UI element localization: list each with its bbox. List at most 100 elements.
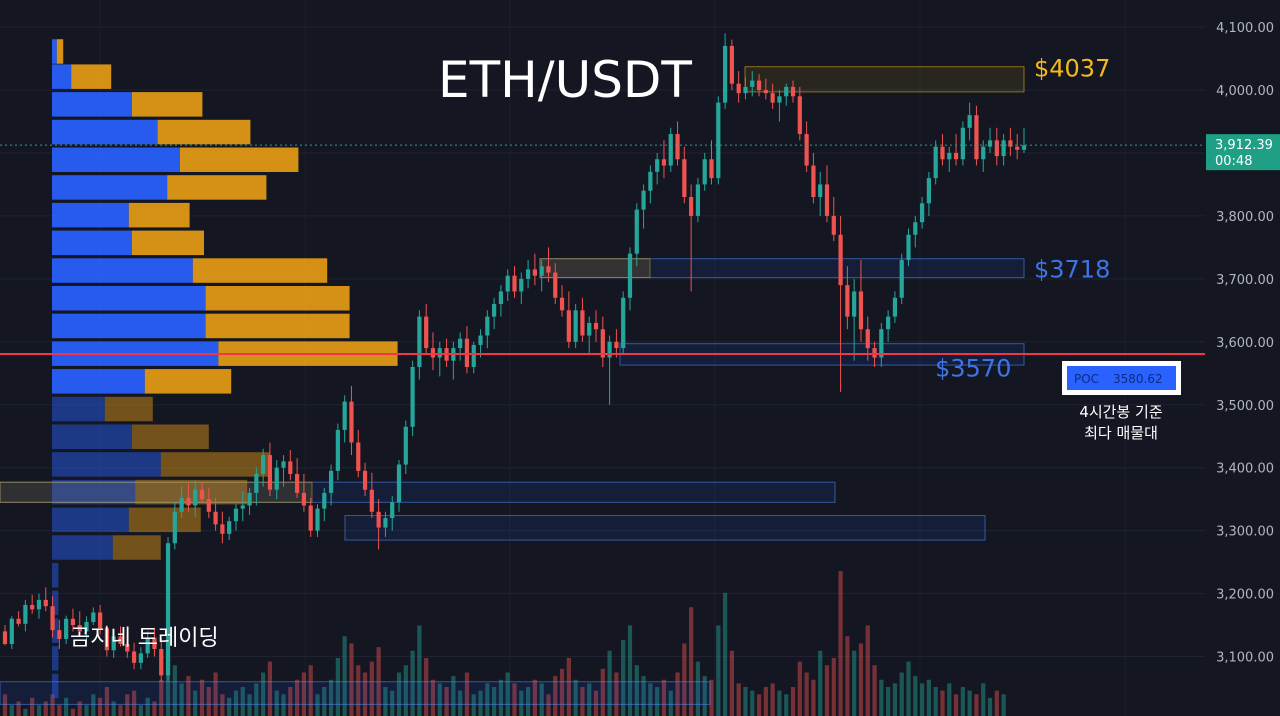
vp-sell-bar — [180, 147, 299, 173]
volume-bar — [220, 694, 225, 716]
candle-body — [947, 152, 952, 160]
vp-sell-bar — [112, 535, 161, 560]
volume-bar — [546, 694, 551, 716]
volume-bar — [743, 687, 748, 716]
volume-bar — [872, 665, 877, 716]
volume-bar — [947, 683, 952, 716]
candle-body — [593, 322, 599, 330]
candle-body — [967, 115, 972, 128]
vp-sell-bar — [71, 64, 112, 89]
vp-sell-bar — [157, 119, 251, 145]
volume-bar — [981, 683, 986, 716]
volume-bar — [410, 650, 415, 716]
volume-bar — [777, 690, 782, 716]
vp-buy-bar — [52, 147, 180, 173]
candle-body — [104, 628, 110, 651]
chart-title: ETH/USDT — [438, 51, 692, 109]
candle-body — [2, 631, 8, 644]
candle-body — [342, 401, 347, 430]
volume-bar — [50, 694, 55, 716]
volume-bar — [16, 701, 21, 716]
candle-body — [926, 178, 931, 204]
candle-body — [57, 630, 62, 639]
candle-body — [525, 269, 531, 279]
price-axis: 4,100.004,000.003,900.003,800.003,700.00… — [1206, 21, 1280, 666]
volume-bar — [98, 697, 103, 716]
candle-body — [220, 524, 225, 534]
candle-body — [865, 329, 870, 349]
volume-bar — [9, 705, 14, 716]
candle-body — [437, 348, 442, 358]
candle-body — [784, 86, 789, 97]
vp-sell-bar — [192, 258, 328, 283]
volume-bar — [729, 650, 734, 716]
vp-buy-bar — [52, 424, 132, 449]
volume-bar — [308, 665, 313, 716]
candle-body — [424, 316, 429, 349]
volume-bar — [879, 679, 884, 716]
vp-buy-bar — [52, 92, 132, 117]
candle-body — [131, 651, 137, 663]
y-tick-label: 3,100.00 — [1216, 651, 1274, 666]
candle-body — [906, 234, 911, 260]
volume-bar — [736, 683, 741, 716]
candle-body — [702, 159, 707, 185]
candle-body — [858, 291, 864, 330]
candle-body — [532, 269, 537, 276]
y-tick-label: 3,800.00 — [1216, 210, 1274, 225]
candle-body — [512, 275, 517, 292]
volume-bar — [831, 658, 836, 716]
candle-body — [981, 146, 986, 160]
volume-bar — [315, 694, 320, 716]
volume-bar — [498, 679, 504, 716]
volume-bar — [430, 679, 436, 716]
candle-body — [763, 90, 768, 94]
vp-buy-bar — [52, 646, 59, 671]
volume-bar — [804, 672, 809, 716]
candle-body — [396, 464, 402, 503]
candle-body — [383, 518, 388, 528]
candle-body — [335, 429, 340, 471]
volume-bar — [906, 661, 911, 716]
volume-bar — [57, 705, 62, 716]
volume-bar — [233, 690, 239, 716]
y-tick-label: 3,400.00 — [1216, 462, 1274, 477]
volume-bar — [607, 650, 612, 716]
candle-body — [328, 470, 334, 493]
volume-bar — [349, 643, 354, 716]
candle-body — [165, 543, 171, 676]
volume-bar — [886, 687, 891, 716]
volume-bar — [2, 694, 8, 716]
candle-body — [756, 80, 762, 90]
candle-body — [804, 134, 809, 166]
vp-buy-bar — [52, 673, 59, 699]
volume-bar — [301, 672, 307, 716]
candle-body — [254, 473, 259, 493]
volume-bar — [865, 625, 870, 716]
volume-bar — [240, 687, 245, 716]
vp-buy-bar — [52, 230, 132, 256]
candle-body — [281, 461, 286, 468]
candle-body — [960, 127, 965, 160]
volume-bar — [1001, 694, 1006, 716]
volume-bar — [722, 592, 728, 716]
volume-bar — [627, 625, 633, 716]
poc-box — [1067, 366, 1176, 390]
volume-bar — [261, 672, 266, 716]
volume-bar — [227, 697, 232, 716]
volume-bar — [505, 672, 510, 716]
volume-bar — [573, 679, 578, 716]
vp-buy-bar — [52, 369, 145, 394]
candle-body — [831, 215, 836, 235]
vp-buy-bar — [52, 258, 193, 283]
volume-bar — [641, 676, 646, 716]
volume-bar — [682, 643, 687, 716]
volume-bar — [30, 697, 35, 716]
candle-body — [43, 599, 48, 607]
volume-bar — [417, 625, 422, 716]
vp-buy-bar — [52, 119, 158, 145]
volume-bar — [213, 672, 218, 716]
vp-sell-bar — [135, 479, 248, 505]
volume-bar — [247, 694, 252, 716]
